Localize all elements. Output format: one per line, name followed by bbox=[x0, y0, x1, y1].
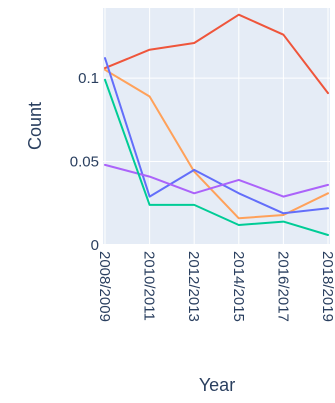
x-tick-label: 2014/2015 bbox=[230, 251, 247, 322]
x-tick-label: 2012/2013 bbox=[185, 251, 202, 322]
x-tick-label: 2010/2011 bbox=[141, 251, 158, 321]
series-line-1 bbox=[104, 13, 329, 95]
gridlines bbox=[103, 8, 330, 246]
y-axis-ticks: 0 0.05 0.1 bbox=[70, 70, 99, 254]
series-line-2 bbox=[104, 68, 329, 220]
y-axis-title: Count bbox=[25, 102, 45, 150]
series-lines bbox=[104, 13, 329, 236]
y-tick-label: 0.05 bbox=[70, 154, 99, 171]
y-tick-label: 0 bbox=[91, 237, 99, 254]
series-line-5 bbox=[104, 78, 329, 236]
series-line-4 bbox=[104, 163, 329, 198]
y-tick-label: 0.1 bbox=[78, 70, 99, 87]
x-axis-ticks: 2008/2009 2010/2011 2012/2013 2014/2015 2016… bbox=[96, 251, 335, 322]
x-axis-title: Year bbox=[199, 375, 235, 395]
x-tick-label: 2018/2019 bbox=[319, 251, 335, 322]
series-line-3 bbox=[104, 57, 329, 215]
x-tick-label: 2008/2009 bbox=[96, 251, 113, 322]
x-tick-label: 2016/2017 bbox=[274, 251, 291, 322]
